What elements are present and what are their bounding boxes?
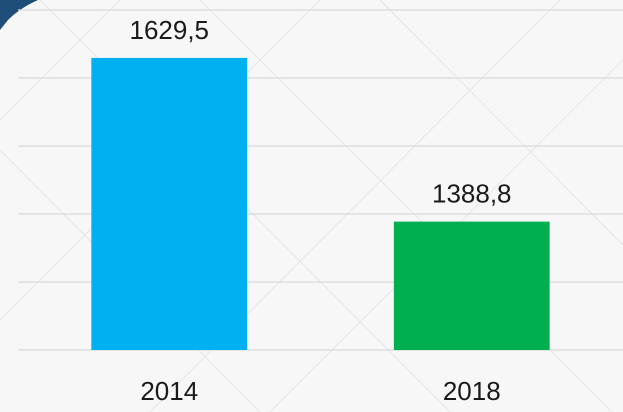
bar: [91, 57, 248, 350]
bar: [393, 221, 550, 350]
corner-decoration: [0, 0, 38, 30]
data-label: 1629,5: [129, 15, 209, 45]
data-label: 1388,8: [432, 178, 512, 208]
x-tick-label: 2014: [140, 376, 198, 406]
x-tick-label: 2018: [443, 376, 501, 406]
